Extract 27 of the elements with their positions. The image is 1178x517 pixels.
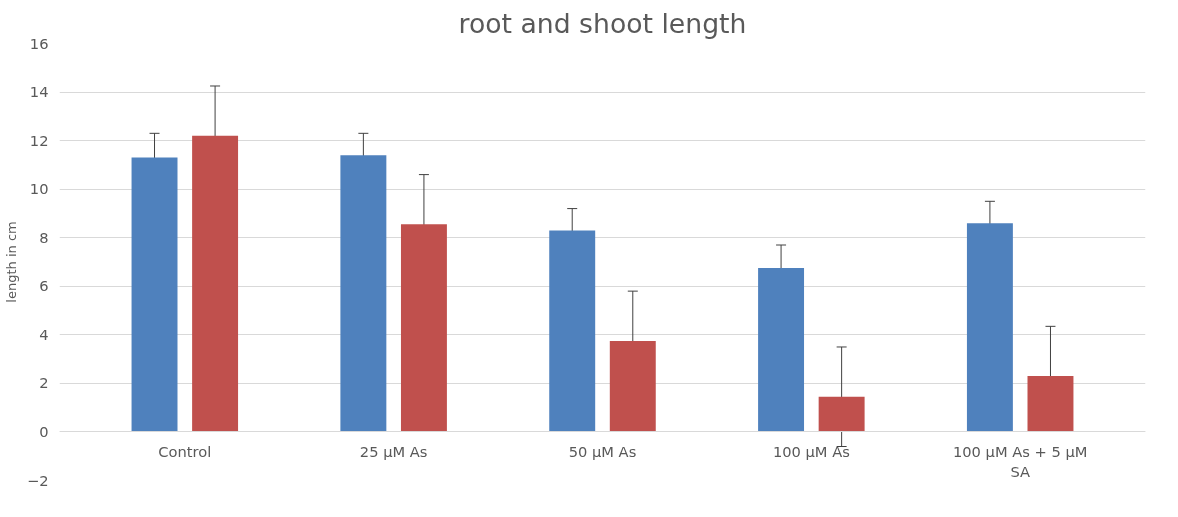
bar — [192, 135, 239, 432]
bar — [609, 340, 656, 432]
y-tick-label: 16 — [29, 34, 49, 52]
bar — [818, 396, 865, 432]
y-tick-label: 6 — [39, 277, 49, 295]
y-tick-label: 0 — [39, 422, 49, 440]
x-tick-label: 25 µM As — [359, 442, 428, 460]
y-axis-title: length in cm — [3, 221, 19, 303]
bar — [549, 230, 596, 432]
x-tick-label: 100 µM As + 5 µM SA — [952, 442, 1088, 481]
bar — [1027, 376, 1074, 432]
x-tick-label: 100 µM As — [772, 442, 850, 460]
y-tick-label: 12 — [29, 131, 49, 149]
bar — [966, 223, 1013, 432]
bar — [131, 157, 178, 432]
y-tick-label: 10 — [29, 180, 49, 198]
bar — [758, 268, 805, 432]
bar — [340, 155, 387, 432]
y-tick-label: 2 — [39, 374, 49, 392]
y-tick-label: 4 — [39, 325, 49, 343]
y-tick-label: 14 — [29, 83, 49, 101]
x-tick-label: Control — [158, 442, 212, 460]
bar — [400, 224, 447, 432]
chart-title: root and shoot length — [458, 7, 747, 39]
y-tick-label: −2 — [26, 471, 49, 489]
y-tick-label: 8 — [39, 228, 49, 246]
x-tick-label: 50 µM As — [568, 442, 637, 460]
